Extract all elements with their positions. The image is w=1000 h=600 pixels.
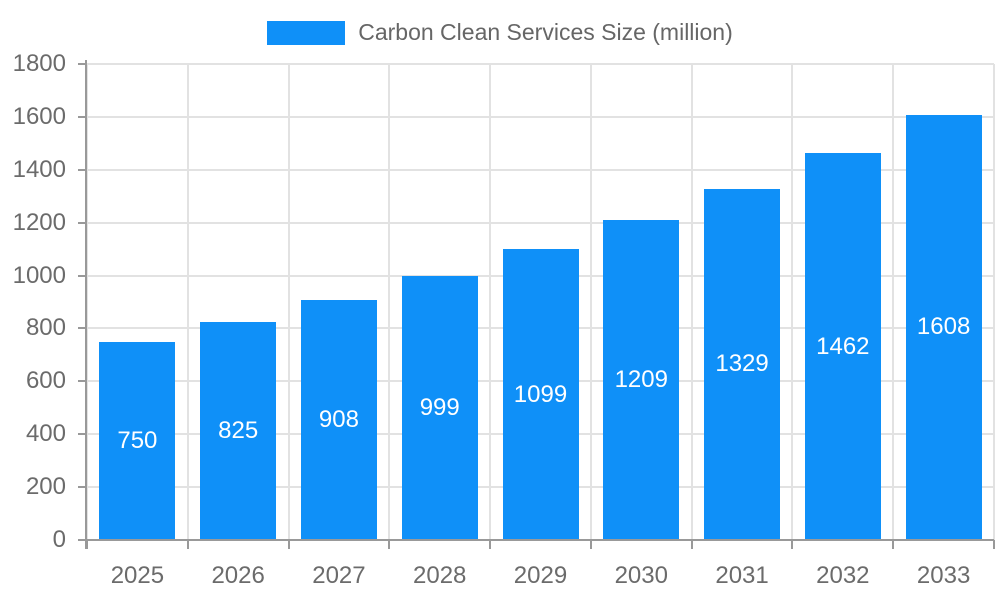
x-axis-tick-label: 2032: [816, 562, 870, 589]
bar-value-label: 1209: [614, 366, 668, 394]
y-axis-tick: [78, 168, 87, 171]
y-axis-tick: [78, 274, 87, 277]
x-axis-tick-label: 2028: [413, 562, 467, 589]
gridline-horizontal: [87, 115, 994, 118]
gridline-vertical: [86, 64, 88, 540]
y-axis-tick: [78, 539, 87, 541]
gridline-vertical: [993, 64, 995, 540]
gridline-horizontal: [87, 221, 994, 224]
x-axis-tick-label: 2025: [110, 562, 165, 589]
y-axis-tick-label: 600: [25, 367, 66, 395]
legend-swatch: [267, 20, 346, 45]
gridline-vertical: [186, 64, 189, 540]
bar-value-label: 1462: [816, 332, 870, 360]
x-axis-tick-label: 2026: [211, 562, 265, 589]
gridline-vertical: [589, 64, 592, 540]
x-axis-tick: [86, 540, 88, 549]
x-axis-tick: [489, 540, 492, 549]
x-axis-tick-label: 2027: [312, 562, 366, 589]
bar-value-label: 750: [117, 426, 158, 454]
bar-2030[interactable]: [603, 220, 680, 540]
bar-2025[interactable]: [99, 341, 176, 540]
x-axis-tick: [388, 540, 391, 549]
y-axis-tick-label: 400: [25, 420, 66, 448]
y-axis-tick: [78, 380, 87, 383]
gridline-vertical: [388, 64, 391, 540]
y-axis-tick-label: 200: [25, 473, 66, 501]
gridline-horizontal: [87, 168, 994, 171]
x-axis-tick-label: 2033: [916, 562, 971, 589]
y-axis-tick-label: 1600: [12, 102, 66, 130]
bar-2026[interactable]: [200, 321, 277, 540]
gridline-vertical: [489, 64, 492, 540]
x-axis-tick: [892, 540, 895, 549]
bar-2032[interactable]: [804, 153, 881, 540]
x-axis-tick: [186, 540, 189, 549]
gridline-vertical: [690, 64, 693, 540]
bar-2027[interactable]: [300, 299, 377, 540]
bar-2029[interactable]: [502, 249, 579, 540]
bar-value-label: 825: [218, 416, 259, 444]
x-axis-tick-label: 2031: [715, 562, 769, 589]
y-axis-tick: [78, 63, 87, 65]
gridline-vertical: [892, 64, 895, 540]
x-axis-line: [85, 539, 994, 541]
y-axis-line: [85, 60, 87, 549]
gridline-vertical: [791, 64, 794, 540]
bar-2031[interactable]: [704, 188, 781, 540]
x-axis-tick-label: 2030: [614, 562, 668, 589]
y-axis-tick: [78, 115, 87, 118]
y-axis-tick: [78, 433, 87, 436]
bar-value-label: 1608: [916, 313, 971, 341]
bar-2033[interactable]: [905, 114, 982, 540]
y-axis-tick-label: 1400: [12, 155, 66, 183]
x-axis-tick: [287, 540, 290, 549]
x-axis-tick: [690, 540, 693, 549]
bar-value-label: 908: [318, 405, 359, 433]
legend-label: Carbon Clean Services Size (million): [358, 19, 733, 45]
y-axis-tick-label: 1800: [12, 50, 66, 77]
y-axis-tick-label: 1200: [12, 208, 66, 236]
bar-2028[interactable]: [401, 275, 478, 540]
y-axis-tick-label: 800: [25, 314, 66, 342]
x-axis-tick-label: 2029: [513, 562, 568, 589]
gridline-vertical: [287, 64, 290, 540]
y-axis-tick-label: 1000: [12, 261, 66, 289]
gridline-horizontal: [87, 63, 994, 65]
y-axis-tick: [78, 327, 87, 330]
bar-value-label: 999: [419, 393, 460, 421]
bar-value-label: 1329: [715, 350, 769, 378]
x-axis-tick: [589, 540, 592, 549]
y-axis-tick: [78, 486, 87, 489]
x-axis-tick: [791, 540, 794, 549]
legend[interactable]: Carbon Clean Services Size (million): [0, 19, 1000, 46]
y-axis-tick: [78, 221, 87, 224]
y-axis-tick-label: 0: [52, 526, 66, 553]
bar-value-label: 1099: [513, 380, 568, 408]
x-axis-tick: [993, 540, 995, 549]
